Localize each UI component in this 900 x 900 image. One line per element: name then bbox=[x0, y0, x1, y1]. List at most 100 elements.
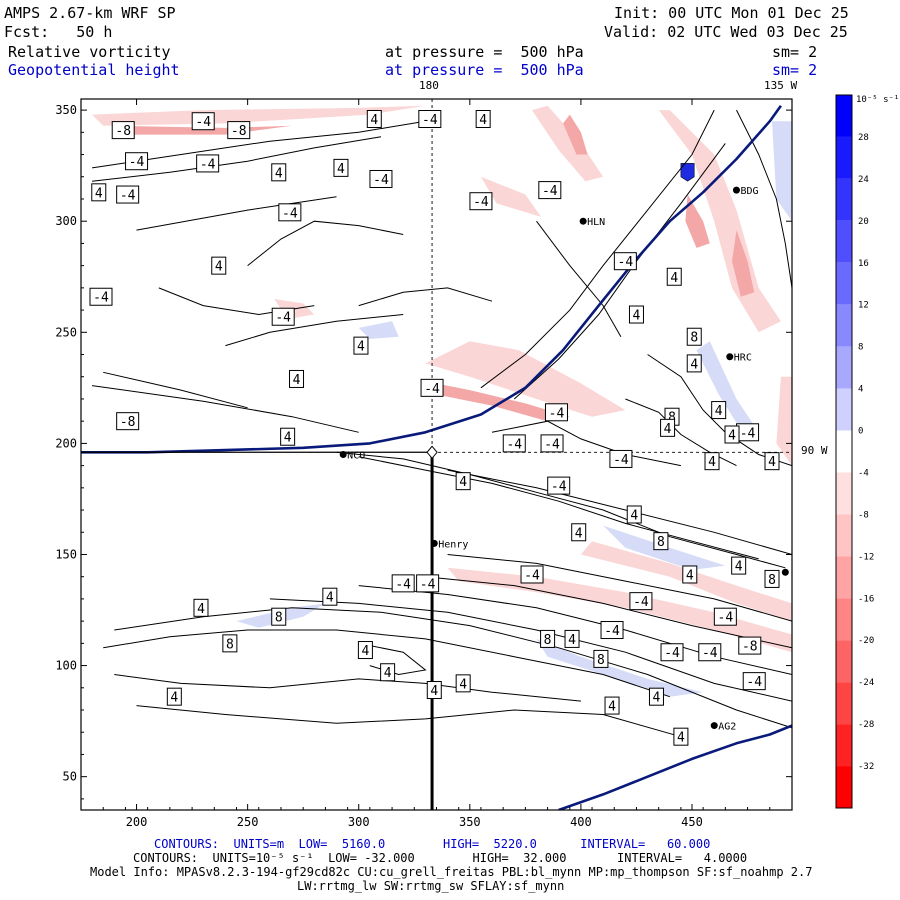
colorbar-segment bbox=[836, 598, 852, 641]
vorticity-label-text: -4 bbox=[200, 157, 216, 172]
vorticity-label-text: -4 bbox=[506, 437, 522, 452]
vorticity-label-text: 4 bbox=[384, 666, 392, 681]
lon-135w-label: 135 W bbox=[764, 79, 798, 92]
vorticity-shade-region bbox=[563, 114, 588, 155]
vorticity-label-box bbox=[333, 158, 349, 177]
vorticity-contour-line bbox=[491, 420, 681, 467]
vorticity-label-box bbox=[713, 607, 737, 626]
vorticity-label-box bbox=[626, 505, 642, 524]
colorbar-label: 12 bbox=[858, 301, 869, 311]
vorticity-max-shade bbox=[680, 163, 695, 182]
vorticity-contour-line bbox=[736, 109, 792, 288]
vorticity-label-box bbox=[538, 181, 562, 200]
init-time: Init: 00 UTC Mon 01 Dec 25 bbox=[614, 4, 849, 22]
vorticity-label-pos: 4 bbox=[211, 256, 227, 275]
vorticity-label-text: -4 bbox=[542, 184, 558, 199]
vorticity-label-box bbox=[682, 565, 698, 584]
vorticity-label-box bbox=[698, 643, 722, 662]
colorbar-segment bbox=[836, 388, 852, 431]
colorbar-segment bbox=[836, 472, 852, 515]
field2-smoothing: sm= 2 bbox=[772, 61, 818, 79]
vorticity-label-text: -4 bbox=[93, 291, 109, 306]
vorticity-label-box bbox=[540, 434, 564, 453]
vorticity-label-text: -4 bbox=[120, 189, 136, 204]
vorticity-label-pos: 4 bbox=[711, 401, 727, 420]
vorticity-label-neg: -4 bbox=[191, 112, 215, 131]
vorticity-label-text: 4 bbox=[459, 677, 467, 692]
colorbar-segment bbox=[836, 304, 852, 347]
field2-level: at pressure = 500 hPa bbox=[385, 61, 584, 79]
vorticity-label-box bbox=[502, 434, 526, 453]
station-dot bbox=[732, 186, 740, 194]
vorticity-label-neg: -8 bbox=[738, 636, 762, 655]
vorticity-label-box bbox=[475, 109, 491, 128]
vorticity-label-text: -4 bbox=[746, 675, 762, 690]
vorticity-label-neg: -4 bbox=[278, 203, 302, 222]
vorticity-label-text: -4 bbox=[544, 437, 560, 452]
vorticity-label-box bbox=[660, 643, 684, 662]
vorticity-label-text: 4 bbox=[95, 186, 103, 201]
vorticity-label-text: -4 bbox=[613, 453, 629, 468]
vorticity-contour-line bbox=[425, 576, 792, 649]
vorticity-label-neg: -4 bbox=[116, 185, 140, 204]
vorticity-label-pos: 4 bbox=[289, 369, 305, 388]
vorticity-label-neg: -8 bbox=[116, 412, 140, 431]
vorticity-label-text: 8 bbox=[275, 611, 283, 626]
vorticity-label-pos: 8 bbox=[222, 634, 238, 653]
vorticity-label-text: -4 bbox=[618, 255, 634, 270]
vorticity-label-neg: -4 bbox=[609, 449, 633, 468]
forecast-hour: Fcst: 50 h bbox=[4, 23, 113, 41]
vorticity-label-text: -4 bbox=[604, 624, 620, 639]
vorticity-label-pos: 4 bbox=[660, 418, 676, 437]
vorticity-label-pos: 4 bbox=[682, 565, 698, 584]
height-contour-5160 bbox=[558, 724, 792, 810]
colorbar-units: 10⁻⁵ s⁻¹ bbox=[856, 95, 899, 105]
station-label: NCO bbox=[347, 451, 365, 462]
vorticity-label-neg: -4 bbox=[391, 574, 415, 593]
vorticity-contour-line bbox=[513, 143, 726, 400]
vorticity-label-box bbox=[271, 307, 295, 326]
vorticity-label-text: 4 bbox=[686, 568, 694, 583]
station-label: HLN bbox=[587, 217, 605, 228]
vorticity-label-neg: -4 bbox=[469, 192, 493, 211]
vorticity-contour-line bbox=[103, 629, 670, 698]
station-dot bbox=[781, 568, 789, 576]
vorticity-label-text: -4 bbox=[282, 206, 298, 221]
vorticity-label-pos: 4 bbox=[704, 452, 720, 471]
vorticity-label-neg: -4 bbox=[629, 592, 653, 611]
vorticity-label-text: 8 bbox=[657, 535, 665, 550]
vorticity-shade-region bbox=[480, 176, 541, 217]
vorticity-label-text: 4 bbox=[275, 166, 283, 181]
vorticity-contour-line bbox=[358, 287, 493, 307]
vorticity-label-box bbox=[222, 634, 238, 653]
vorticity-label-text: -4 bbox=[549, 406, 565, 421]
vorticity-label-text: 4 bbox=[215, 260, 223, 275]
vorticity-label-text: 4 bbox=[293, 373, 301, 388]
field1-level: at pressure = 500 hPa bbox=[385, 43, 584, 61]
lon-180-label: 180 bbox=[419, 79, 439, 92]
colorbar-segment bbox=[836, 95, 852, 137]
vorticity-label-text: 4 bbox=[357, 340, 365, 355]
vorticity-label-box bbox=[227, 121, 251, 140]
vorticity-label-text: 4 bbox=[670, 271, 678, 286]
vorticity-label-box bbox=[278, 203, 302, 222]
vorticity-shade-region bbox=[732, 230, 755, 297]
colorbar-segment bbox=[836, 262, 852, 305]
vorticity-label-text: -4 bbox=[275, 311, 291, 326]
vorticity-label-text: 4 bbox=[337, 162, 345, 177]
vorticity-label-box bbox=[686, 354, 702, 373]
vorticity-label-pos: 4 bbox=[280, 427, 296, 446]
vorticity-label-pos: 8 bbox=[686, 327, 702, 346]
vorticity-label-pos: 4 bbox=[380, 663, 396, 682]
colorbar-segment bbox=[836, 430, 852, 473]
vorticity-label-text: 4 bbox=[664, 422, 672, 437]
vorticity-label-text: -4 bbox=[702, 646, 718, 661]
vorticity-label-pos: 4 bbox=[764, 452, 780, 471]
vorticity-label-neg: -4 bbox=[418, 109, 442, 128]
vorticity-label-box bbox=[704, 452, 720, 471]
vorticity-label-neg: -4 bbox=[660, 643, 684, 662]
y-tick-label: 50 bbox=[63, 770, 77, 784]
colorbar-label: 8 bbox=[858, 343, 863, 353]
vorticity-label-text: -4 bbox=[129, 155, 145, 170]
